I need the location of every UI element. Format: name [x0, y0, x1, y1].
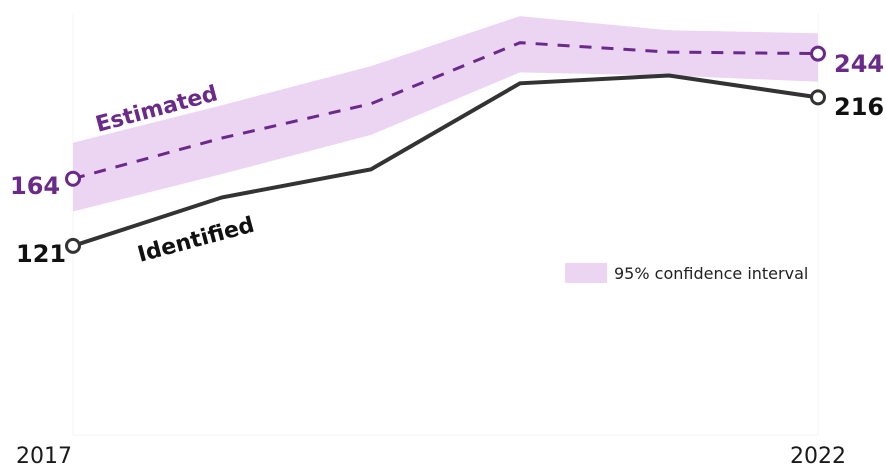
x-tick-2017: 2017	[16, 444, 72, 468]
x-tick-2022: 2022	[790, 444, 846, 468]
identified-point-2022	[810, 89, 826, 106]
estimated-end-label: 244	[834, 50, 884, 78]
identified-end-label: 216	[834, 93, 884, 121]
identified-point-2017	[65, 237, 81, 254]
legend-label: 95% confidence interval	[614, 264, 808, 283]
identified-start-label: 121	[16, 240, 66, 268]
identified-line	[72, 73, 819, 248]
estimated-point-2017	[65, 170, 81, 187]
endpoint-markers	[65, 45, 826, 254]
chart-background	[72, 13, 819, 436]
legend-swatch	[565, 263, 607, 283]
confidence-interval-band	[73, 16, 818, 212]
estimated-point-2022	[810, 45, 826, 62]
estimated-line	[72, 41, 819, 181]
estimated-start-label: 164	[10, 172, 60, 200]
